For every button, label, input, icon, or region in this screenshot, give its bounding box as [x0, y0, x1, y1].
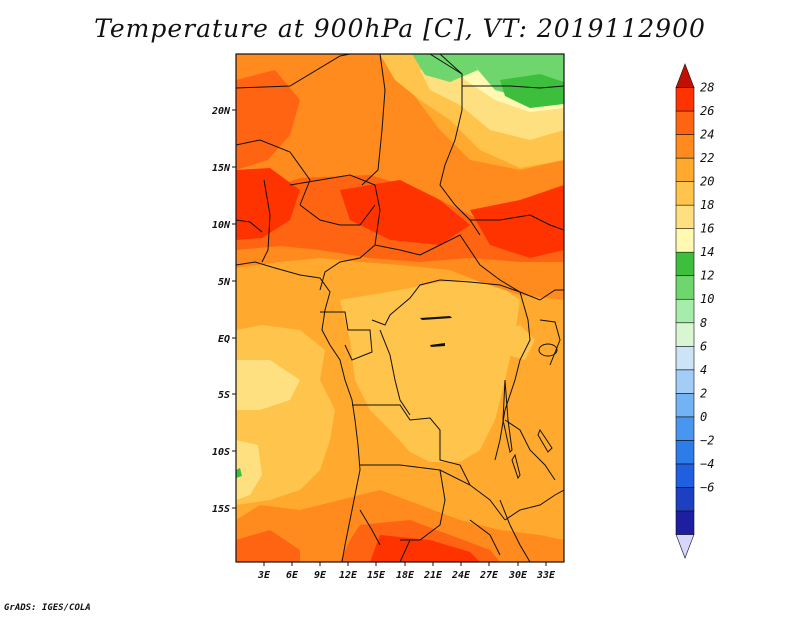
lat-label: 10N [212, 220, 231, 231]
colorbar-segment [675, 157, 695, 182]
colorbar-label: 6 [700, 339, 707, 353]
footer-credit: GrADS: IGES/COLA [4, 603, 91, 613]
lon-label: 18E [396, 570, 415, 581]
colorbar-segment [675, 87, 695, 112]
colorbar-segment [675, 510, 695, 535]
colorbar-label: 2 [700, 386, 707, 400]
lakes [420, 316, 558, 480]
lat-label: 15S [212, 504, 230, 515]
lon-label: 27E [479, 570, 499, 581]
lon-label: 24E [451, 570, 471, 581]
colorbar-segment [675, 275, 695, 300]
colorbar-label: 8 [700, 316, 707, 330]
colorbar-label: 4 [700, 363, 707, 377]
colorbar [675, 63, 695, 559]
country-borders [236, 54, 564, 562]
colorbar-label: 12 [700, 269, 714, 283]
colorbar-segment [675, 134, 695, 159]
lon-label: 6E [286, 570, 299, 581]
colorbar-segment [675, 228, 695, 253]
temperature-field [236, 54, 564, 562]
lon-label: 30E [508, 570, 528, 581]
colorbar-segment [675, 369, 695, 394]
lat-label: 10S [212, 447, 230, 458]
colorbar-segment [675, 181, 695, 206]
lat-label: 5N [218, 277, 231, 288]
colorbar-segment [675, 534, 695, 559]
map-frame [235, 53, 565, 563]
lat-label: 5S [218, 390, 230, 401]
lat-label: 15N [212, 163, 231, 174]
colorbar-segment [675, 463, 695, 488]
lon-label: 21E [423, 570, 443, 581]
colorbar-label: 24 [700, 128, 714, 142]
colorbar-segment [675, 204, 695, 229]
lon-label: 15E [367, 570, 386, 581]
lon-label: 3E [257, 570, 271, 581]
colorbar-label: 22 [700, 151, 714, 165]
colorbar-label: 18 [700, 198, 714, 212]
colorbar-label: 26 [700, 104, 714, 118]
colorbar-label: 14 [700, 245, 714, 259]
lat-label: EQ [218, 334, 230, 345]
colorbar-label: 20 [700, 175, 714, 189]
lon-label: 9E [314, 570, 327, 581]
colorbar-label: −2 [700, 433, 714, 447]
lon-label: 12E [339, 570, 358, 581]
colorbar-label: −4 [700, 457, 714, 471]
colorbar-segment [675, 298, 695, 324]
colorbar-segment [675, 322, 695, 347]
colorbar-label: 16 [700, 222, 714, 236]
colorbar-segment [675, 345, 695, 371]
chart-title: Temperature at 900hPa [C], VT: 201911290… [94, 14, 706, 43]
colorbar-segment [675, 440, 695, 465]
lon-axis: 3E 6E 9E 12E 15E 18E 21E 24E 27E 30E 33E [257, 562, 556, 581]
lat-label: 20N [211, 106, 231, 117]
colorbar-segment [675, 487, 695, 512]
colorbar-segment [675, 251, 695, 277]
colorbar-label: 28 [700, 81, 714, 95]
colorbar-label: 10 [700, 292, 714, 306]
colorbar-label: −6 [700, 480, 714, 494]
colorbar-segment [675, 416, 695, 441]
lat-axis: 20N 15N 10N 5N EQ 5S 10S 15S [211, 106, 236, 515]
colorbar-segment [675, 393, 695, 418]
lon-label: 33E [536, 570, 556, 581]
colorbar-label: 0 [700, 410, 707, 424]
colorbar-segment [675, 110, 695, 135]
colorbar-segment [675, 63, 695, 88]
